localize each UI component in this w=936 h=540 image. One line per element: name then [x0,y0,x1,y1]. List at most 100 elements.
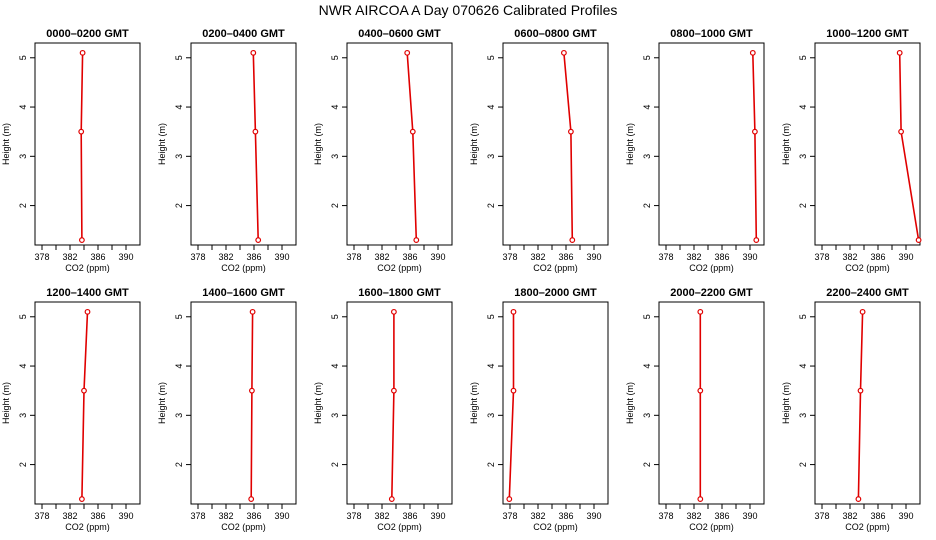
y-tick-label: 3 [174,413,184,418]
data-point [752,128,758,135]
x-tick-label: 382 [62,511,77,521]
chart-panel: 0400–0600 GMT 378 382 386 390 2 3 4 5 CO2 (ppm) He… [313,28,453,273]
data-point [561,49,567,56]
plot-frame [346,42,453,246]
profile-line [857,311,864,500]
y-tick-label: 3 [330,154,340,159]
x-tick-label: 390 [586,511,601,521]
x-tick-label: 382 [218,252,233,262]
x-tick-label: 386 [402,252,417,262]
y-tick-label: 4 [642,364,652,369]
y-tick-label: 4 [18,105,28,110]
plot-frame [34,42,141,246]
x-tick-label: 378 [814,252,829,262]
y-tick-label: 3 [798,413,808,418]
x-tick-label: 390 [586,252,601,262]
chart-panel: 2200–2400 GMT 378 382 386 390 2 3 4 5 CO2 (ppm) He… [781,287,921,532]
x-axis-label: CO2 (ppm) [845,263,890,273]
x-tick-label: 390 [274,252,289,262]
chart-panel: 1800–2000 GMT 378 382 386 390 2 3 4 5 CO2 (ppm) He… [469,287,609,532]
y-tick-label: 2 [174,462,184,467]
data-point [855,496,862,502]
x-tick-label: 382 [374,252,389,262]
x-tick-label: 378 [190,252,205,262]
data-point [413,237,420,243]
data-point [898,128,904,135]
x-tick-label: 386 [402,511,417,521]
x-tick-label: 382 [686,511,701,521]
data-point [388,496,395,502]
y-axis-label: Height (m) [313,382,323,424]
panel-title: 1400–1600 GMT [202,287,285,299]
y-tick-label: 5 [174,314,184,319]
x-tick-label: 386 [558,511,573,521]
profile-line [81,311,89,500]
y-tick-label: 4 [798,364,808,369]
y-tick-label: 2 [486,203,496,208]
data-point [510,387,517,394]
plot-frame [346,301,453,505]
x-tick-label: 382 [62,252,77,262]
x-tick-label: 386 [714,511,729,521]
x-tick-label: 382 [842,252,857,262]
profile-line [80,52,84,241]
x-axis-label: CO2 (ppm) [689,522,734,532]
x-axis-label: CO2 (ppm) [221,522,266,532]
y-axis-label: Height (m) [625,123,635,165]
x-axis-label: CO2 (ppm) [65,263,110,273]
data-point [510,308,517,315]
y-tick-label: 5 [642,314,652,319]
plot-frame [658,42,765,246]
y-tick-label: 4 [174,364,184,369]
x-tick-label: 390 [430,252,445,262]
y-tick-label: 2 [642,462,652,467]
data-point [568,128,574,135]
x-tick-label: 382 [530,252,545,262]
data-point [749,49,756,56]
x-axis-label: CO2 (ppm) [221,263,266,273]
x-tick-label: 378 [658,252,673,262]
x-axis-label: CO2 (ppm) [533,263,578,273]
y-tick-label: 2 [174,203,184,208]
y-axis-label: Height (m) [469,123,479,165]
data-point [249,308,256,315]
panel-title: 1000–1200 GMT [826,28,909,40]
plot-frame [814,301,921,505]
x-tick-label: 390 [274,511,289,521]
x-tick-label: 382 [218,511,233,521]
y-axis-label: Height (m) [1,123,11,165]
plot-frame [658,301,765,505]
plot-frame [190,42,297,246]
y-tick-label: 2 [330,203,340,208]
data-point [859,308,866,315]
y-tick-label: 5 [330,314,340,319]
x-tick-label: 386 [90,252,105,262]
profile-line [406,52,418,241]
x-tick-label: 382 [530,511,545,521]
plot-frame [814,42,921,246]
x-tick-label: 378 [502,252,517,262]
y-tick-label: 3 [798,154,808,159]
profile-line [752,52,758,241]
chart-panel: 1000–1200 GMT 378 382 386 390 2 3 4 5 CO2 (ppm) He… [781,28,922,273]
panel-title: 0200–0400 GMT [202,28,285,40]
plot-frame [34,301,141,505]
y-tick-label: 5 [330,55,340,60]
panel-title: 1800–2000 GMT [514,287,597,299]
data-point [697,308,704,315]
y-tick-label: 5 [642,55,652,60]
y-tick-label: 4 [330,364,340,369]
data-point [391,387,397,394]
y-tick-label: 4 [642,105,652,110]
profile-line [508,311,515,500]
x-tick-label: 386 [246,252,261,262]
profile-line [391,311,395,500]
x-tick-label: 386 [714,252,729,262]
x-tick-label: 390 [898,252,913,262]
y-tick-label: 3 [642,154,652,159]
panel-title: 0800–1000 GMT [670,28,753,40]
x-tick-label: 378 [814,511,829,521]
data-point [248,496,255,502]
chart-panel: 2000–2200 GMT 378 382 386 390 2 3 4 5 CO2 (ppm) He… [625,287,765,532]
y-tick-label: 4 [330,105,340,110]
